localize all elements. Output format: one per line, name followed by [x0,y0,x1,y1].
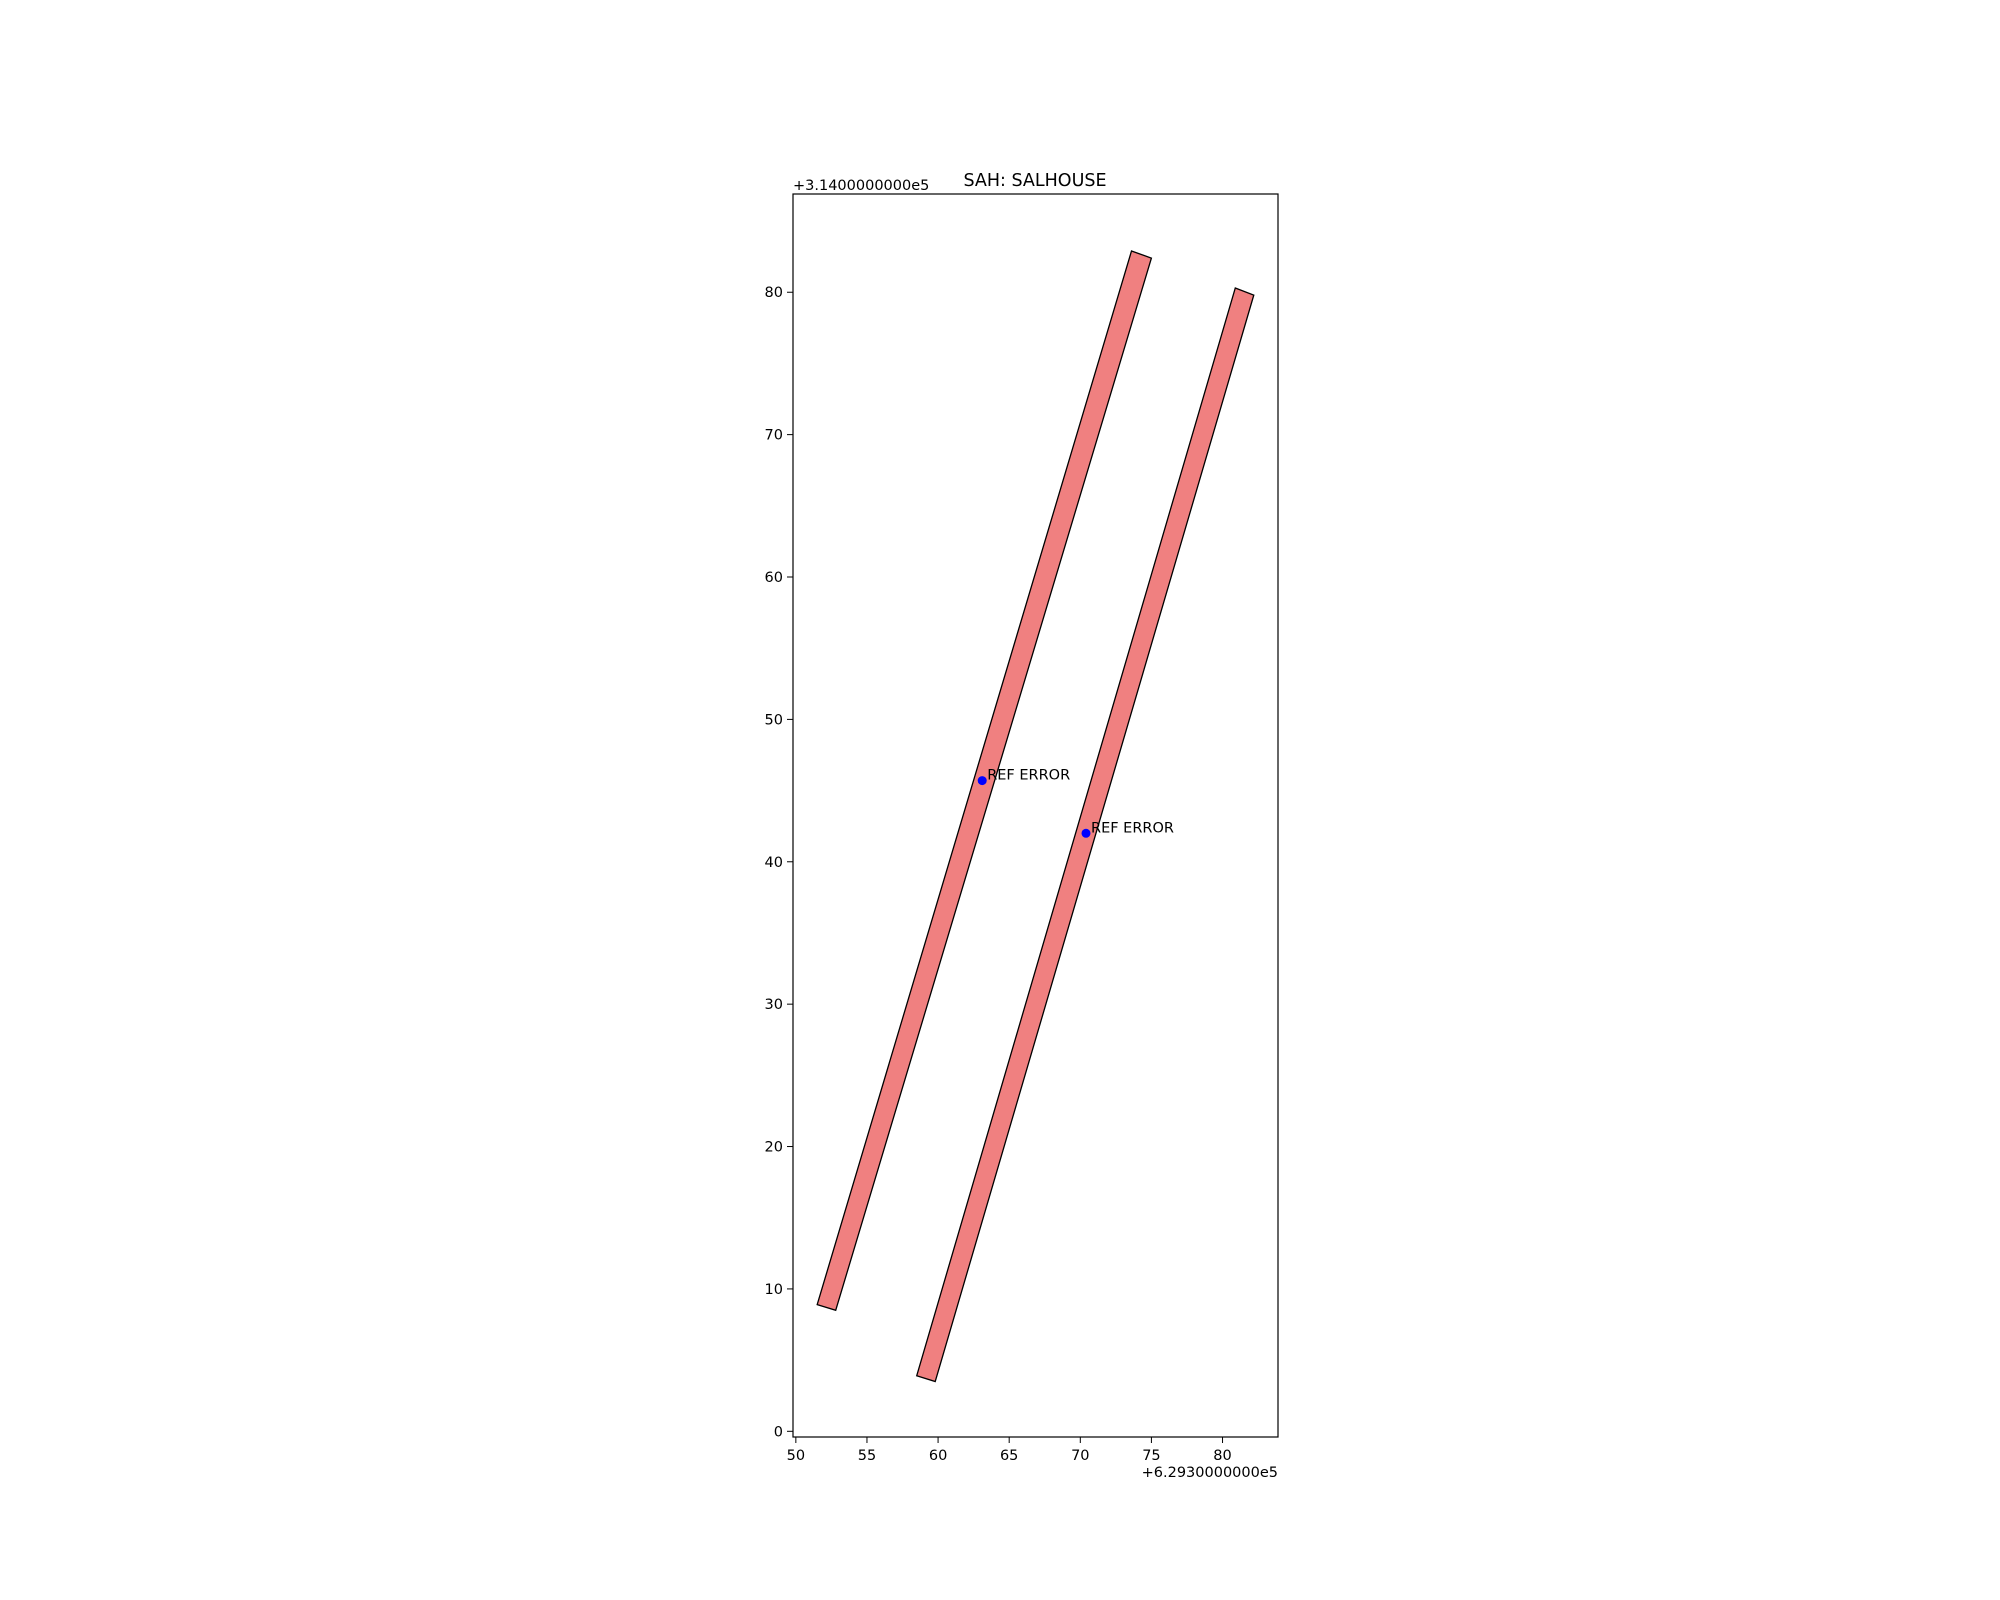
x-axis: 50 55 60 65 70 75 80 [787,1437,1232,1464]
x-tick-label-65: 65 [1000,1448,1018,1464]
chart-title: SAH: SALHOUSE [963,171,1106,191]
point-label-1: REF ERROR [987,768,1070,784]
x-tick-label-60: 60 [929,1448,947,1464]
x-tick-label-55: 55 [858,1448,876,1464]
y-tick-label-70: 70 [765,428,783,444]
y-tick-label-20: 20 [765,1140,783,1156]
y-tick-label-50: 50 [765,712,783,728]
x-tick-label-75: 75 [1142,1448,1160,1464]
x-tick-label-70: 70 [1071,1448,1089,1464]
plot-area: REF ERROR REF ERROR [816,250,1255,1383]
y-tick-label-30: 30 [765,997,783,1013]
point-1 [977,776,987,786]
x-tick-label-80: 80 [1213,1448,1231,1464]
y-tick-label-40: 40 [765,855,783,871]
y-tick-label-0: 0 [774,1424,783,1440]
x-tick-label-50: 50 [787,1448,805,1464]
point-label-2: REF ERROR [1091,820,1174,836]
y-tick-label-60: 60 [765,570,783,586]
point-2 [1081,828,1091,838]
y-axis: 0 10 20 30 40 50 60 70 80 [765,285,793,1440]
x-axis-offset-label: +6.2930000000e5 [1142,1465,1278,1481]
y-tick-label-10: 10 [765,1282,783,1298]
axes-frame [792,193,1279,1438]
y-axis-offset-label: +3.1400000000e5 [793,178,929,194]
y-tick-label-80: 80 [765,285,783,301]
